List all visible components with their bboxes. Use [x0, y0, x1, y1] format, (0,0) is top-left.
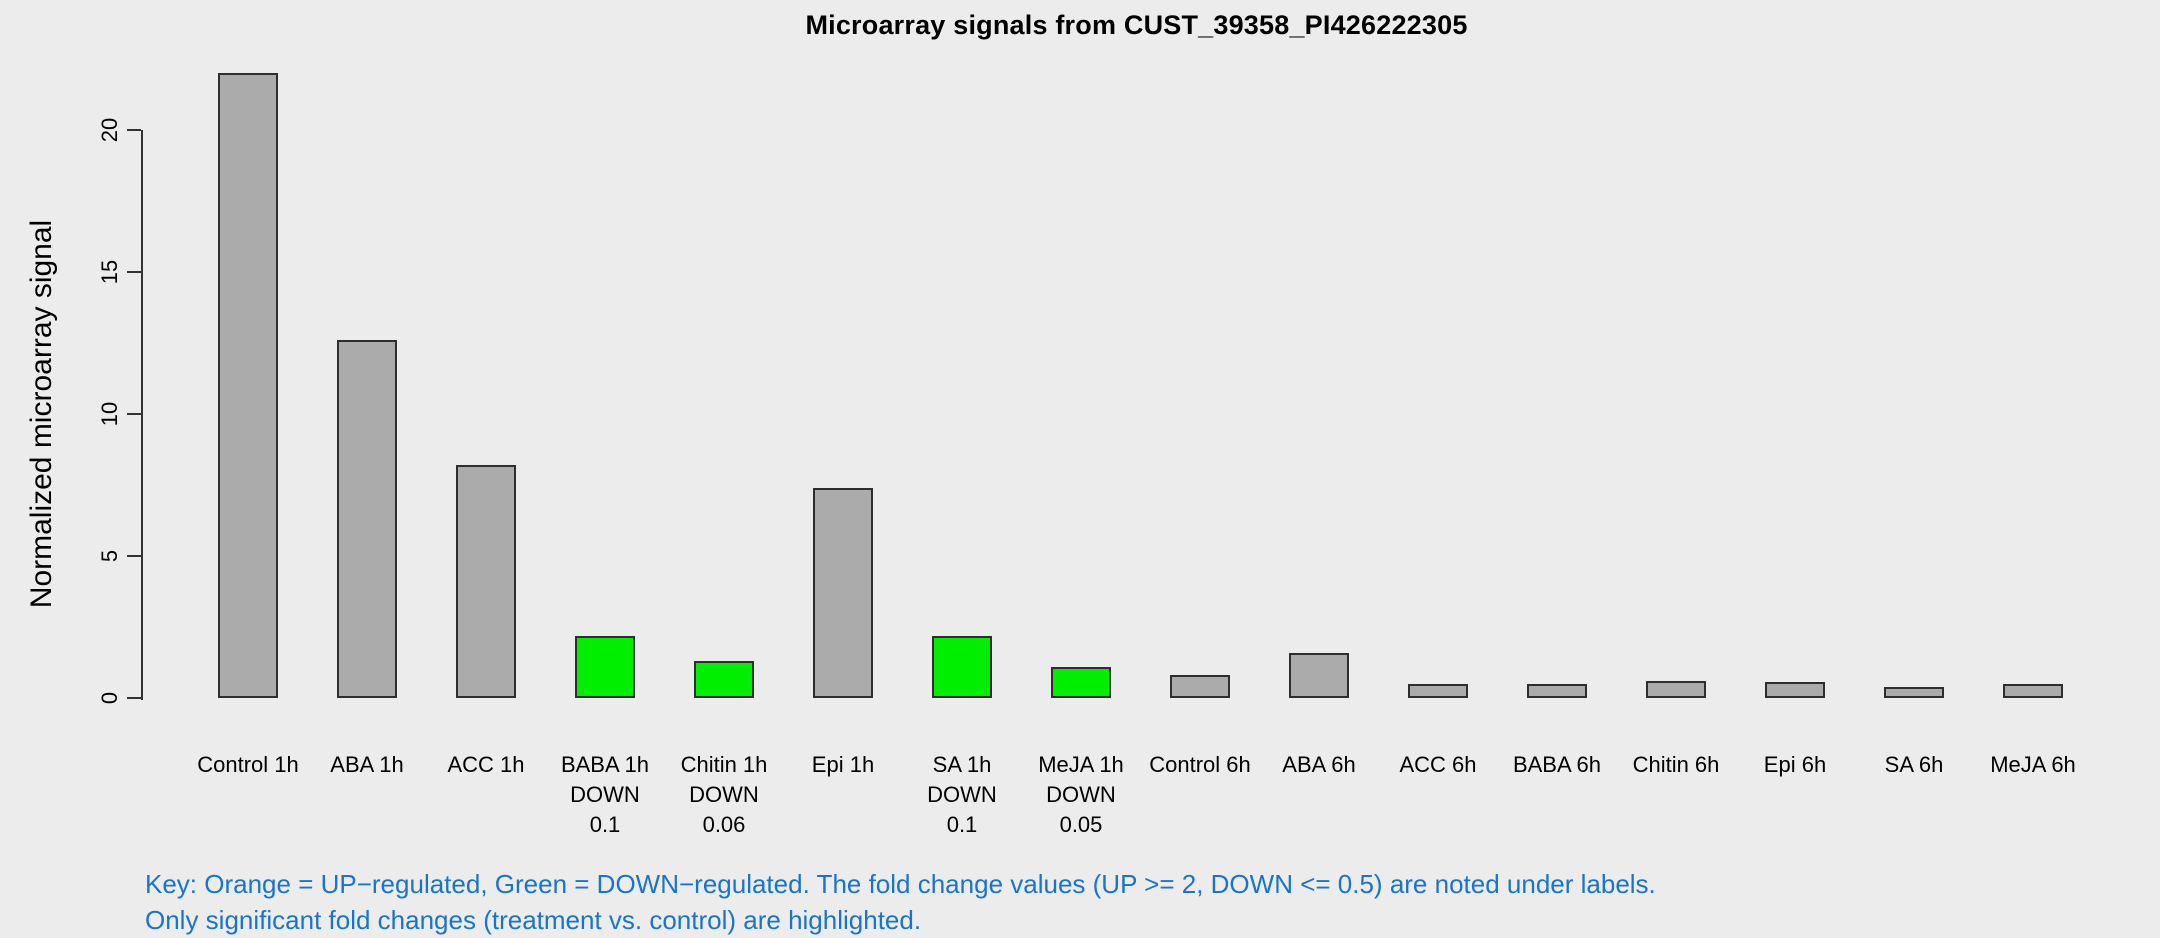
y-tick-mark — [127, 271, 141, 273]
y-tick-mark — [127, 555, 141, 557]
category-label: MeJA 6h — [1990, 752, 2076, 777]
bar-label-baba-1h: BABA 1h DOWN 0.1 — [530, 750, 680, 840]
bar-aba-6h — [1289, 652, 1349, 698]
category-label: Epi 6h — [1763, 752, 1827, 777]
bar-label-sa-1h: SA 1h DOWN 0.1 — [887, 750, 1037, 840]
bar-meja-6h — [2003, 683, 2063, 698]
bar-label-control-6h: Control 6h — [1125, 750, 1275, 780]
y-axis-label: Normalized microarray signal — [25, 219, 58, 609]
bar-label-baba-6h: BABA 6h — [1482, 750, 1632, 780]
bar-label-epi-1h: Epi 1h — [768, 750, 918, 780]
y-tick-mark — [127, 129, 141, 131]
bar-epi-1h — [813, 487, 873, 698]
fold-change-label: 0.1 — [589, 812, 621, 837]
y-tick-label: 15 — [97, 259, 122, 285]
bar-label-sa-6h: SA 6h — [1839, 750, 1989, 780]
bar-baba-1h — [575, 635, 635, 698]
bar-meja-1h — [1051, 666, 1111, 698]
category-label: BABA 1h — [560, 752, 650, 777]
bar-sa-1h — [932, 635, 992, 698]
bar-label-chitin-1h: Chitin 1h DOWN 0.06 — [649, 750, 799, 840]
bar-label-acc-6h: ACC 6h — [1363, 750, 1513, 780]
y-tick-label: 5 — [97, 549, 122, 563]
category-label: Control 6h — [1149, 752, 1251, 777]
bar-baba-6h — [1527, 683, 1587, 698]
chart-title: Microarray signals from CUST_39358_PI426… — [805, 10, 1468, 40]
category-label: Chitin 6h — [1632, 752, 1720, 777]
category-label: ACC 6h — [1399, 752, 1477, 777]
bar-sa-6h — [1884, 686, 1944, 698]
bar-aba-1h — [337, 340, 397, 698]
chart-key: Key: Orange = UP−regulated, Green = DOWN… — [145, 866, 1656, 938]
bar-label-acc-1h: ACC 1h — [411, 750, 561, 780]
bar-acc-1h — [456, 465, 516, 698]
key-line-2: Only significant fold changes (treatment… — [145, 905, 922, 935]
key-line-1: Key: Orange = UP−regulated, Green = DOWN… — [145, 869, 1656, 899]
regulation-label: DOWN — [689, 782, 759, 807]
bar-label-aba-1h: ABA 1h — [292, 750, 442, 780]
bar-label-meja-1h: MeJA 1h DOWN 0.05 — [1006, 750, 1156, 840]
regulation-label: DOWN — [927, 782, 997, 807]
bar-control-6h — [1170, 675, 1230, 698]
category-label: MeJA 1h — [1038, 752, 1124, 777]
bar-label-epi-6h: Epi 6h — [1720, 750, 1870, 780]
bar-chitin-6h — [1646, 680, 1706, 698]
regulation-label: DOWN — [570, 782, 640, 807]
fold-change-label: 0.05 — [1059, 812, 1103, 837]
bar-control-1h — [218, 73, 278, 698]
bar-acc-6h — [1408, 683, 1468, 698]
y-tick-label: 0 — [97, 691, 122, 705]
y-axis-line — [141, 130, 143, 700]
category-label: Control 1h — [197, 752, 299, 777]
y-tick-mark — [127, 697, 141, 699]
category-label: Epi 1h — [811, 752, 875, 777]
bar-epi-6h — [1765, 682, 1825, 698]
category-label: SA 1h — [932, 752, 992, 777]
bar-label-meja-6h: MeJA 6h — [1958, 750, 2108, 780]
y-tick-mark — [127, 413, 141, 415]
category-label: Chitin 1h — [680, 752, 768, 777]
bar-label-control-1h: Control 1h — [173, 750, 323, 780]
y-tick-label: 10 — [97, 401, 122, 427]
y-tick-label: 20 — [97, 117, 122, 143]
regulation-label: DOWN — [1046, 782, 1116, 807]
bar-chitin-1h — [694, 661, 754, 698]
category-label: ABA 1h — [330, 752, 404, 777]
category-label: ACC 1h — [447, 752, 525, 777]
bar-label-chitin-6h: Chitin 6h — [1601, 750, 1751, 780]
fold-change-label: 0.06 — [702, 812, 746, 837]
category-label: ABA 6h — [1282, 752, 1356, 777]
bar-label-aba-6h: ABA 6h — [1244, 750, 1394, 780]
fold-change-label: 0.1 — [946, 812, 978, 837]
category-label: SA 6h — [1884, 752, 1944, 777]
category-label: BABA 6h — [1512, 752, 1602, 777]
